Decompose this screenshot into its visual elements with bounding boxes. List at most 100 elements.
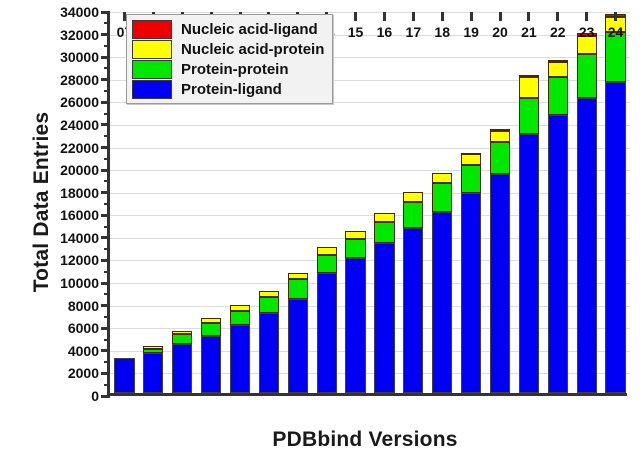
bar-19[interactable]	[461, 9, 482, 393]
x-tick-label-17: 17	[405, 24, 422, 40]
bar-23[interactable]	[576, 9, 597, 393]
bar-segment-protein-ligand	[432, 212, 453, 393]
bar-11[interactable]	[229, 9, 251, 393]
legend-item[interactable]: Nucleic acid-protein	[132, 39, 324, 59]
legend-swatch-icon	[132, 59, 172, 79]
bar-segment-nucleic-acid-ligand	[461, 152, 482, 155]
bar-segment-protein-protein	[287, 279, 308, 300]
y-tick-major	[101, 213, 110, 217]
legend-item[interactable]: Nucleic acid-ligand	[132, 19, 324, 39]
bar-segment-protein-protein	[201, 322, 222, 336]
bar-07[interactable]	[114, 9, 135, 393]
y-tick-major	[101, 326, 110, 330]
bar-09[interactable]	[172, 9, 193, 393]
y-tick-label: 4000	[67, 342, 99, 359]
gridline	[110, 283, 630, 285]
bar-segment-protein-ligand	[172, 344, 193, 393]
bar-segment-protein-ligand	[518, 134, 539, 393]
y-tick-major	[101, 78, 110, 82]
y-tick-major	[101, 123, 110, 127]
gridline	[110, 305, 630, 307]
bar-segment-protein-protein	[172, 334, 193, 345]
bar-segment-protein-ligand	[287, 299, 308, 393]
y-tick-label: 28000	[60, 71, 99, 88]
y-tick-label: 30000	[60, 49, 99, 66]
bar-22[interactable]	[547, 9, 568, 393]
x-tick	[469, 12, 473, 21]
bar-segment-protein-ligand	[114, 357, 135, 393]
bar-14[interactable]	[316, 9, 337, 393]
chart-legend: Nucleic acid-ligand Nucleic acid-protein P…	[126, 14, 334, 104]
y-tick-major	[101, 191, 110, 195]
x-tick	[585, 12, 589, 21]
bar-segment-protein-ligand	[576, 98, 597, 393]
y-tick-minor	[104, 203, 110, 205]
gridline	[110, 147, 630, 149]
y-tick-label: 16000	[60, 207, 99, 224]
bar-segment-nucleic-acid-ligand	[489, 129, 511, 132]
bar-13[interactable]	[287, 9, 308, 393]
bar-18[interactable]	[432, 9, 453, 393]
y-tick-minor	[104, 338, 110, 341]
y-tick-major	[101, 100, 110, 104]
y-tick-major	[101, 33, 110, 37]
bar-segment-protein-ligand	[201, 335, 222, 393]
bar-segment-nucleic-acid-protein	[461, 154, 482, 165]
legend-item[interactable]: Protein-protein	[132, 59, 324, 79]
y-tick-label: 22000	[60, 139, 99, 156]
bar-24[interactable]	[605, 9, 626, 393]
y-tick-label: 6000	[67, 320, 99, 337]
bar-segment-protein-ligand	[345, 258, 366, 393]
bar-10[interactable]	[201, 9, 222, 393]
bar-15[interactable]	[345, 9, 366, 393]
gridline	[110, 260, 630, 262]
bar-segment-nucleic-acid-protein	[316, 247, 337, 255]
legend-label: Protein-ligand	[181, 80, 282, 98]
y-tick-minor	[104, 135, 110, 138]
bar-segment-nucleic-acid-protein	[345, 230, 366, 239]
y-tick-minor	[104, 270, 110, 273]
x-tick-label-23: 23	[578, 24, 595, 40]
bar-16[interactable]	[374, 9, 395, 393]
y-tick-label: 14000	[60, 229, 99, 246]
bar-segment-protein-protein	[403, 201, 424, 229]
gridline	[110, 79, 630, 81]
bar-segment-nucleic-acid-protein	[576, 36, 597, 55]
bar-segment-nucleic-acid-protein	[229, 305, 251, 311]
bar-segment-protein-ligand	[143, 352, 164, 393]
bar-segment-protein-ligand	[403, 228, 424, 393]
bar-segment-nucleic-acid-protein	[403, 191, 424, 202]
legend-label: Nucleic acid-ligand	[181, 20, 318, 38]
y-tick-major	[101, 281, 110, 285]
bar-segment-protein-ligand	[461, 193, 482, 393]
y-tick-minor	[104, 293, 110, 296]
y-tick-minor	[104, 112, 110, 115]
gridline	[110, 350, 630, 352]
y-tick-label: 18000	[60, 184, 99, 201]
y-tick-minor	[104, 157, 110, 160]
bar-08[interactable]	[143, 9, 164, 393]
y-tick-minor	[104, 361, 110, 364]
bar-segment-protein-ligand	[316, 272, 337, 393]
bar-segment-protein-protein	[374, 221, 395, 243]
bar-segment-protein-protein	[518, 98, 539, 135]
y-tick-minor	[104, 248, 110, 251]
bar-20[interactable]	[489, 9, 511, 393]
bar-21[interactable]	[518, 9, 539, 393]
bar-17[interactable]	[403, 9, 424, 393]
legend-label: Protein-protein	[181, 60, 289, 78]
bar-segment-protein-protein	[576, 54, 597, 99]
y-tick-label: 20000	[60, 162, 99, 179]
bar-12[interactable]	[258, 9, 279, 393]
bar-segment-nucleic-acid-ligand	[547, 59, 568, 63]
x-tick-label-15: 15	[347, 24, 364, 40]
gridline	[110, 170, 630, 172]
gridline	[110, 57, 630, 59]
x-tick-label-18: 18	[434, 24, 450, 40]
bar-segment-protein-protein	[489, 142, 511, 174]
x-tick-label-22: 22	[549, 24, 566, 40]
legend-item[interactable]: Protein-ligand	[132, 79, 324, 99]
legend-label: Nucleic acid-protein	[181, 40, 325, 58]
y-tick-minor	[104, 22, 110, 25]
bar-segment-protein-ligand	[258, 312, 279, 393]
